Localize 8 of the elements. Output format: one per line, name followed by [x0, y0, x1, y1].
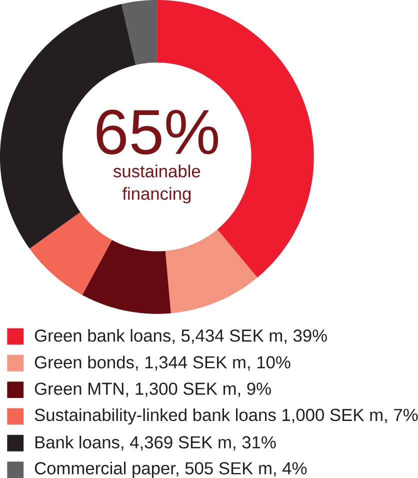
legend-label: Green bonds, 1,344 SEK m, 10% — [34, 356, 290, 371]
legend-label: Green MTN, 1,300 SEK m, 9% — [34, 382, 271, 397]
legend-label: Bank loans, 4,369 SEK m, 31% — [35, 436, 276, 451]
text: sustainable financing — [113, 164, 200, 204]
legend-label: Commercial paper, 505 SEK m, 4% — [34, 462, 306, 478]
legend-label: Green bank loans, 5,434 SEK m, 39% — [34, 329, 327, 344]
text: 65% — [96, 110, 218, 154]
legend-label: Sustainability-linked bank loans 1,000 SEK m, 7% — [34, 408, 418, 425]
